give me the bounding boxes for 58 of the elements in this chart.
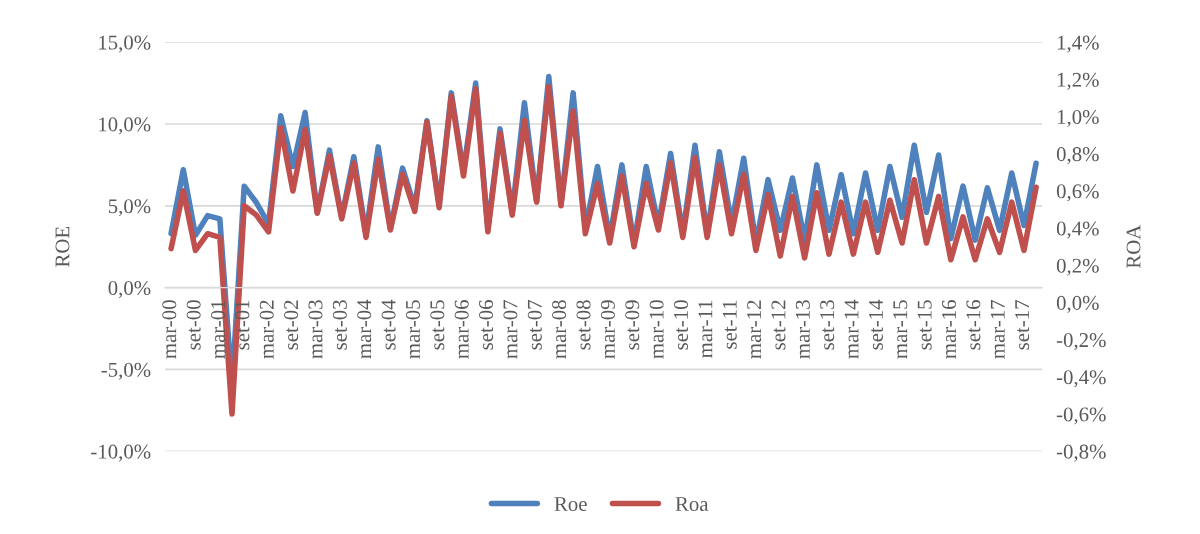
x-tick-label: set-04 xyxy=(381,299,396,350)
x-tick-label: set-08 xyxy=(576,300,591,350)
y2-tick-label: 0,0% xyxy=(1056,295,1099,313)
x-tick-label: mar-15 xyxy=(893,300,908,359)
x-tick-label: mar-14 xyxy=(844,299,859,359)
x-tick-label: mar-08 xyxy=(552,300,567,359)
x-tick-label: mar-07 xyxy=(503,300,518,359)
x-tick-label: mar-16 xyxy=(942,300,957,359)
x-tick-label: set-13 xyxy=(820,300,835,350)
y-tick-label: 10,0% xyxy=(99,117,151,135)
x-tick-label: mar-04 xyxy=(357,299,372,359)
y-tick-label: 15,0% xyxy=(99,35,151,53)
x-tick-label: set-06 xyxy=(479,300,494,350)
x-tick-label: mar-02 xyxy=(259,300,274,359)
x-tick-label: set-14 xyxy=(868,299,883,350)
x-tick-label: mar-00 xyxy=(162,300,177,359)
y2-axis-title: ROA xyxy=(1126,224,1141,269)
y2-tick-label: 1,4% xyxy=(1057,35,1099,53)
y2-tick-label: 0,8% xyxy=(1056,147,1099,165)
y2-tick-label: -0,6% xyxy=(1056,407,1106,425)
y-tick-label: -10,0% xyxy=(91,444,151,462)
x-tick-label: set-05 xyxy=(430,300,445,350)
y2-tick-label: 1,2% xyxy=(1057,72,1099,90)
y-tick-label: 0,0% xyxy=(108,280,151,299)
x-tick-label: mar-10 xyxy=(649,300,664,359)
y2-tick-label: 0,4% xyxy=(1056,221,1099,239)
y2-tick-label: 0,6% xyxy=(1056,184,1099,202)
y2-tick-label: 0,2% xyxy=(1056,258,1099,276)
x-tick-label: set-15 xyxy=(917,300,932,350)
x-tick-label: set-03 xyxy=(332,300,347,350)
x-tick-label: mar-13 xyxy=(795,300,810,359)
x-tick-label: mar-05 xyxy=(405,300,420,359)
x-tick-label: set-17 xyxy=(1015,300,1030,350)
y2-tick-label: -0,2% xyxy=(1056,333,1106,351)
x-tick-label: set-11 xyxy=(722,300,737,349)
y2-tick-label: 1,0% xyxy=(1057,109,1099,127)
x-tick-label: set-12 xyxy=(771,300,786,350)
y-axis-title: ROE xyxy=(55,226,70,267)
x-tick-label: set-02 xyxy=(284,300,299,350)
x-tick-label: set-09 xyxy=(625,300,640,350)
x-tick-label: set-00 xyxy=(186,300,201,350)
x-tick-label: mar-12 xyxy=(747,300,762,359)
y-tick-label: -5,0% xyxy=(101,362,151,380)
x-tick-label: mar-09 xyxy=(600,300,615,359)
x-tick-label: mar-11 xyxy=(698,300,713,358)
x-tick-label: mar-03 xyxy=(308,300,323,359)
x-tick-label: set-16 xyxy=(966,300,981,350)
x-tick-label: set-01 xyxy=(235,300,250,350)
legend-label: Roa xyxy=(675,497,709,512)
y2-tick-label: -0,4% xyxy=(1056,370,1106,388)
x-tick-label: mar-06 xyxy=(454,300,469,359)
x-tick-label: set-10 xyxy=(673,300,689,350)
y2-tick-label: -0,8% xyxy=(1056,444,1106,462)
x-tick-label: mar-01 xyxy=(210,300,226,359)
y-tick-label: 5,0% xyxy=(108,199,151,217)
x-tick-label: mar-17 xyxy=(990,300,1005,359)
legend-label: Roe xyxy=(554,497,587,512)
x-tick-label: set-07 xyxy=(527,300,542,350)
